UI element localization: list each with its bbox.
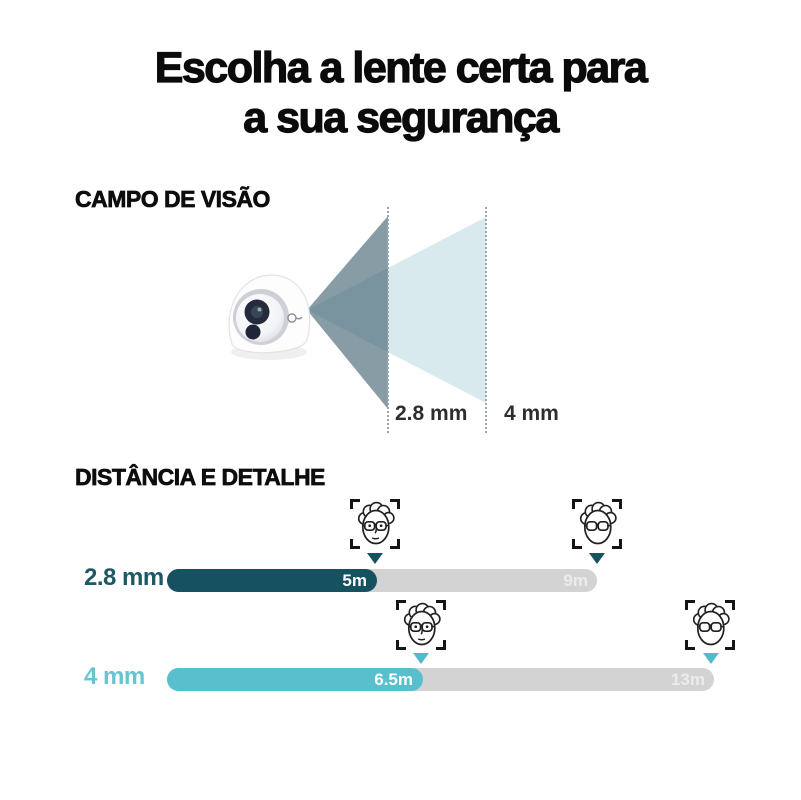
distance-bar-28mm-near-segment: 5m <box>167 569 377 592</box>
triangle-down-marker-28mm-near <box>367 553 383 564</box>
fov-section-heading: CAMPO DE VISÃO <box>75 186 271 213</box>
far-distance-value: 9m <box>563 570 588 590</box>
face-detailed-icon <box>348 497 402 551</box>
fov-cone-4mm <box>307 217 486 403</box>
page-title-line1: Escolha a lente certa para <box>154 43 648 92</box>
page-title: Escolha a lente certa para a sua seguran… <box>0 43 801 144</box>
face-detailed-icon <box>394 598 448 652</box>
far-distance-value: 13m <box>670 669 705 689</box>
fov-label-28mm: 2.8 mm <box>395 402 468 425</box>
tplink-logo <box>287 313 303 323</box>
fov-boundary-line-4mm <box>485 207 487 433</box>
triangle-down-marker-4mm-near <box>413 653 429 664</box>
turret-camera-icon <box>228 274 311 360</box>
distance-bar-4mm: 6.5m 13m <box>167 668 714 691</box>
face-low-detail-icon <box>570 497 624 551</box>
distance-section-heading: DISTÂNCIA E DETALHE <box>75 464 326 491</box>
distance-row-label-28mm: 2.8 mm <box>84 564 164 591</box>
distance-bar-28mm: 5m 9m <box>167 569 597 592</box>
triangle-down-marker-4mm-far <box>703 653 719 664</box>
page-title-line2: a sua segurança <box>243 93 560 142</box>
near-distance-value: 5m <box>342 570 367 590</box>
triangle-down-marker-28mm-far <box>589 553 605 564</box>
camera-lens-inner <box>251 306 263 318</box>
fov-label-4mm: 4 mm <box>504 402 559 425</box>
face-low-detail-icon <box>683 598 737 652</box>
distance-row-label-4mm: 4 mm <box>84 663 145 690</box>
camera-ir-led <box>245 324 261 340</box>
distance-bar-4mm-near-segment: 6.5m <box>167 668 423 691</box>
camera-lens-glint <box>257 307 262 312</box>
near-distance-value: 6.5m <box>374 669 413 689</box>
fov-boundary-line-28mm <box>387 207 389 433</box>
